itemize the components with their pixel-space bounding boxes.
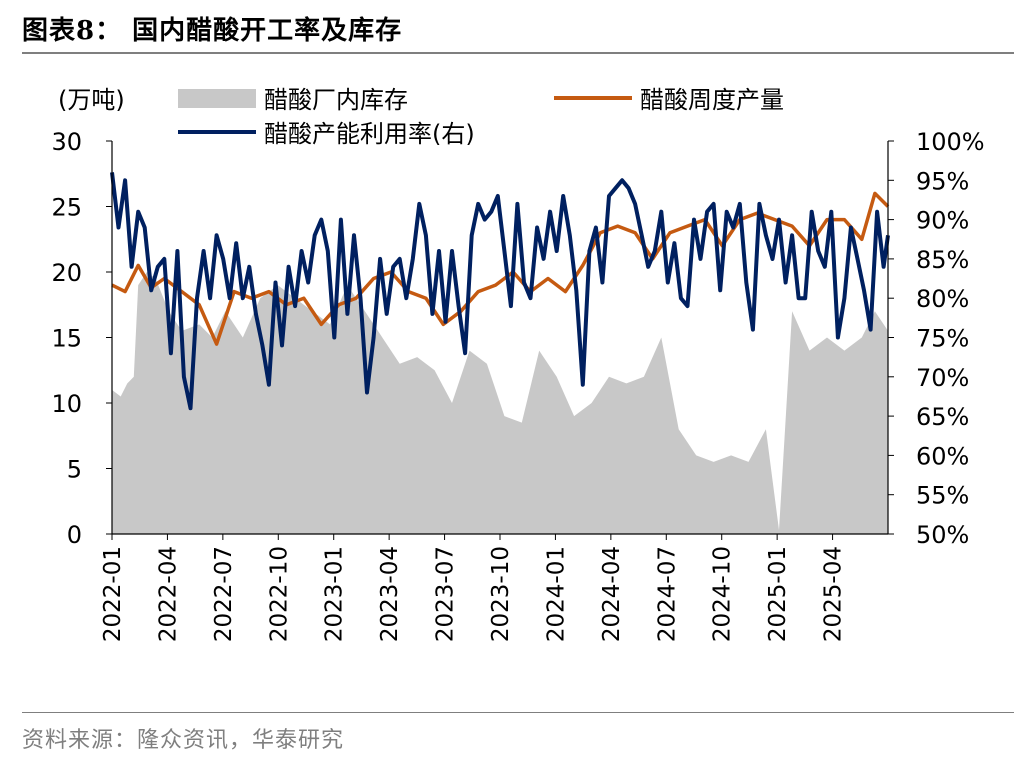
- right-tick-label: 95%: [916, 167, 969, 195]
- x-tick-label: 2023-10: [488, 546, 514, 642]
- x-tick-label: 2024-04: [599, 546, 625, 642]
- legend-swatch-inventory: [178, 89, 256, 108]
- x-tick-label: 2022-01: [100, 546, 126, 642]
- left-tick-label: 30: [51, 128, 82, 156]
- right-tick-label: 55%: [916, 482, 969, 510]
- right-tick-label: 65%: [916, 403, 969, 431]
- x-tick-label: 2025-04: [821, 546, 847, 642]
- right-tick-label: 75%: [916, 325, 969, 353]
- source-note: 资料来源：隆众资讯，华泰研究: [22, 728, 345, 753]
- x-tick-label: 2023-01: [322, 546, 348, 642]
- legend-label-utilization: 醋酸产能利用率(右): [264, 120, 475, 148]
- footer-rule: [22, 712, 1014, 713]
- right-tick-label: 100%: [916, 128, 985, 156]
- left-tick-label: 0: [67, 521, 82, 549]
- x-tick-label: 2024-07: [654, 546, 680, 642]
- x-tick-label: 2022-04: [155, 546, 181, 642]
- chart-title: 图表8： 国内醋酸开工率及库存: [22, 16, 403, 46]
- series-line-utilization: [110, 172, 890, 411]
- title-rule: [22, 52, 1014, 54]
- x-tick-label: 2023-04: [377, 546, 403, 642]
- x-tick-label: 2023-07: [433, 546, 459, 642]
- legend-label-output: 醋酸周度产量: [640, 86, 784, 114]
- right-tick-label: 85%: [916, 246, 969, 274]
- x-tick-label: 2022-10: [266, 546, 292, 642]
- right-tick-label: 90%: [916, 207, 969, 235]
- x-tick-label: 2025-01: [765, 546, 791, 642]
- right-tick-label: 70%: [916, 364, 969, 392]
- left-unit-label: (万吨): [58, 86, 125, 114]
- legend-label-inventory: 醋酸厂内库存: [264, 86, 408, 114]
- series-area-inventory: [112, 272, 888, 534]
- left-tick-label: 10: [51, 390, 82, 418]
- x-tick-label: 2024-01: [543, 546, 569, 642]
- left-tick-label: 15: [51, 325, 82, 353]
- right-tick-label: 50%: [916, 521, 969, 549]
- x-tick-label: 2022-07: [211, 546, 237, 642]
- right-tick-label: 60%: [916, 442, 969, 470]
- chart-svg: 0 5 10 15 20 25 30 50% 55% 60% 65% 70% 75% 80% 85% 90% 9…: [51, 86, 985, 642]
- left-tick-label: 20: [51, 259, 82, 287]
- right-tick-label: 80%: [916, 285, 969, 313]
- x-tick-label: 2024-10: [710, 546, 736, 642]
- left-tick-label: 5: [67, 456, 82, 484]
- left-tick-label: 25: [51, 194, 82, 222]
